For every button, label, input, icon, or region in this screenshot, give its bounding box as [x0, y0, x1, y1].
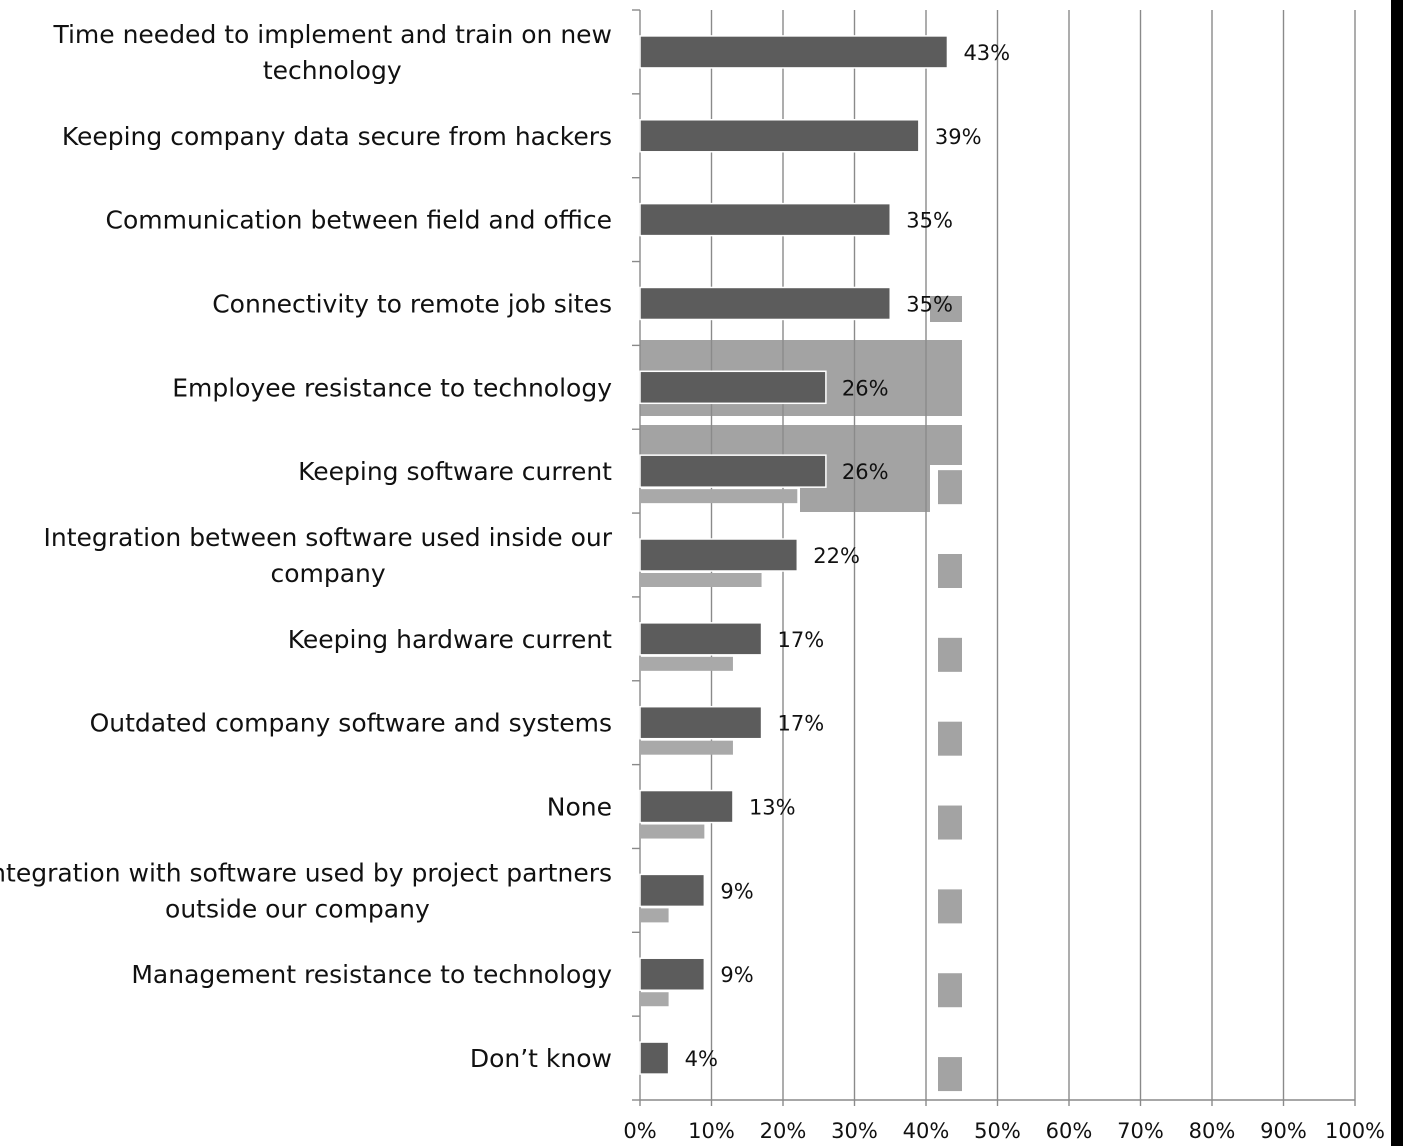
- data-label: 17%: [778, 628, 825, 652]
- category-label: Outdated company software and systems: [90, 709, 612, 738]
- bar-shadow: [640, 992, 669, 1007]
- data-label: 43%: [963, 41, 1010, 65]
- bar-shadow: [640, 489, 798, 504]
- bar-shadow: [640, 740, 733, 755]
- bar: [639, 789, 734, 824]
- bar: [639, 286, 891, 321]
- category-label: Keeping hardware current: [288, 625, 612, 654]
- data-label: 26%: [842, 376, 889, 400]
- ghost-block: [930, 296, 962, 322]
- data-label: 9%: [720, 963, 753, 987]
- data-label: 13%: [749, 796, 796, 820]
- category-label: Integration between software used inside…: [43, 523, 612, 552]
- bars: [639, 35, 949, 1075]
- bar-shadow: [640, 656, 733, 671]
- ghost-marker: [938, 721, 962, 756]
- bar: [639, 622, 763, 656]
- ghost-marker: [938, 805, 962, 840]
- right-border: [1391, 0, 1403, 1146]
- x-tick-label: 0%: [623, 1119, 656, 1143]
- data-label: 4%: [685, 1047, 718, 1071]
- ghost-marker: [938, 889, 962, 924]
- data-label: 9%: [720, 879, 753, 903]
- category-label: Integration with software used by projec…: [0, 858, 612, 887]
- category-label: outside our company: [165, 894, 430, 923]
- data-label: 17%: [778, 712, 825, 736]
- ghost-marker: [938, 973, 962, 1008]
- bar: [639, 957, 706, 991]
- x-tick-label: 10%: [688, 1119, 735, 1143]
- data-label: 35%: [906, 292, 953, 316]
- x-tick-label: 60%: [1046, 1119, 1093, 1143]
- bar: [639, 370, 827, 405]
- bar-shadow: [640, 908, 669, 923]
- ghost-marker: [938, 1057, 962, 1092]
- bar: [639, 1041, 670, 1075]
- data-label: 22%: [813, 544, 860, 568]
- data-label: 26%: [842, 460, 889, 484]
- x-tick-label: 20%: [760, 1119, 807, 1143]
- category-label: technology: [263, 56, 402, 85]
- category-label: Don’t know: [470, 1044, 612, 1073]
- x-tick-label: 90%: [1260, 1119, 1307, 1143]
- category-label: Connectivity to remote job sites: [212, 289, 612, 318]
- bar: [639, 202, 891, 237]
- category-label: Keeping software current: [298, 457, 612, 486]
- bar: [639, 705, 763, 740]
- bar-shadow: [640, 573, 762, 587]
- category-label: Keeping company data secure from hackers: [62, 122, 612, 151]
- category-label: Time needed to implement and train on ne…: [52, 20, 612, 49]
- ghost-marker: [938, 637, 962, 672]
- bar: [639, 873, 706, 908]
- bar: [639, 538, 799, 572]
- x-tick-label: 100%: [1325, 1119, 1385, 1143]
- x-tick-label: 50%: [974, 1119, 1021, 1143]
- category-label: Employee resistance to technology: [172, 373, 612, 402]
- category-label: None: [547, 793, 612, 822]
- ghost-marker: [938, 554, 962, 588]
- bar-shadow: [640, 824, 705, 839]
- category-label: Management resistance to technology: [131, 960, 612, 989]
- bar: [639, 454, 827, 488]
- category-label: company: [270, 559, 385, 588]
- x-tick-label: 80%: [1189, 1119, 1236, 1143]
- x-tick-label: 40%: [903, 1119, 950, 1143]
- ghost-marker: [938, 470, 962, 505]
- bar: [639, 35, 949, 69]
- x-tick-label: 30%: [831, 1119, 878, 1143]
- x-tick-label: 70%: [1117, 1119, 1164, 1143]
- data-label: 39%: [935, 125, 982, 149]
- background-artifacts: [640, 296, 962, 1092]
- category-label: Communication between field and office: [105, 206, 612, 235]
- data-label: 35%: [906, 209, 953, 233]
- bar: [639, 119, 920, 153]
- labels: 0% 10% 20% 30% 40% 50% 60% 70% 80% 90% 100% 43% Time…: [0, 20, 1385, 1143]
